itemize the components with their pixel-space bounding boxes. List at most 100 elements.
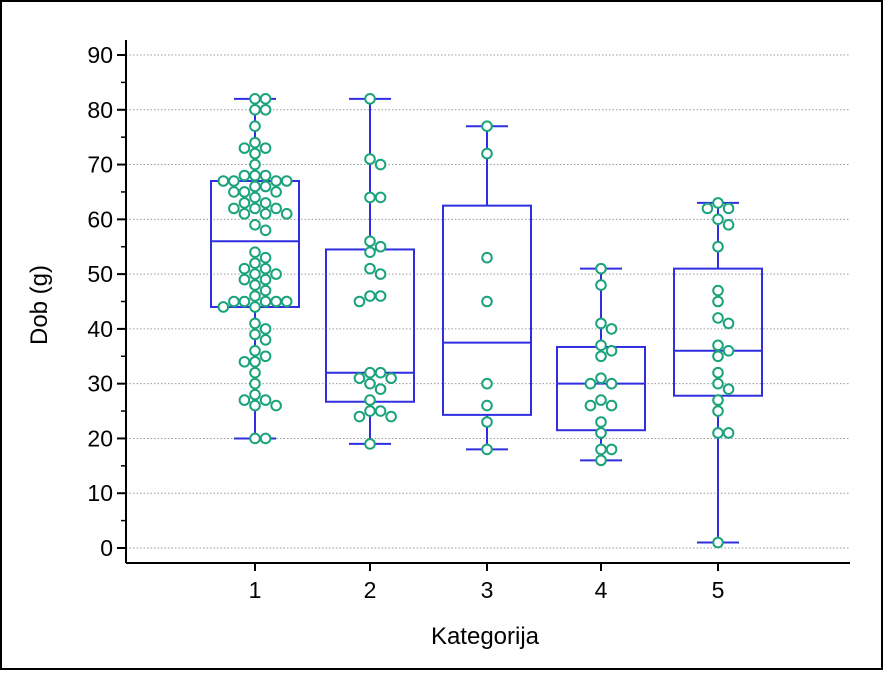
data-point	[481, 377, 493, 390]
data-point	[249, 377, 261, 390]
data-point	[270, 202, 282, 215]
x-tick-label-5: 5	[712, 577, 725, 603]
data-point	[249, 268, 261, 280]
data-point	[374, 158, 387, 171]
data-point	[238, 197, 251, 209]
data-point	[701, 202, 714, 215]
data-point	[364, 366, 376, 379]
data-point	[595, 416, 607, 428]
data-point	[374, 290, 387, 302]
y-tick-label-60: 60	[87, 206, 113, 232]
data-point	[249, 136, 261, 149]
data-point	[364, 93, 376, 105]
data-point	[228, 186, 240, 198]
data-point	[259, 103, 272, 116]
data-point	[605, 399, 618, 412]
data-point	[228, 175, 240, 187]
data-point	[259, 432, 272, 445]
box-iqr-3	[442, 204, 532, 416]
data-point	[712, 394, 724, 406]
data-point	[481, 120, 493, 133]
y-tick-label-10: 10	[87, 480, 113, 506]
data-point	[712, 339, 724, 352]
data-point	[364, 262, 376, 275]
data-point	[481, 295, 493, 308]
data-point	[364, 290, 376, 302]
data-point	[270, 175, 282, 187]
data-point	[364, 235, 376, 248]
data-point	[259, 197, 272, 209]
y-tick-label-30: 30	[87, 371, 113, 397]
data-point	[238, 295, 251, 308]
data-point	[712, 366, 724, 379]
data-point	[238, 273, 251, 286]
data-point	[249, 355, 261, 368]
data-point	[238, 186, 251, 198]
data-point	[217, 175, 230, 187]
points-4	[584, 262, 618, 467]
data-point	[364, 191, 376, 204]
data-point	[238, 208, 251, 220]
data-point	[595, 317, 607, 330]
data-point	[722, 317, 735, 330]
data-point	[270, 186, 282, 198]
data-point	[364, 377, 376, 390]
data-point	[238, 142, 251, 154]
data-point	[259, 224, 272, 237]
data-point	[595, 350, 607, 363]
data-point	[353, 410, 366, 423]
data-point	[605, 345, 618, 357]
y-tick-label-80: 80	[87, 97, 113, 123]
data-point	[259, 93, 272, 105]
data-point	[270, 295, 282, 308]
data-point	[259, 208, 272, 220]
data-point	[259, 251, 272, 264]
data-point	[364, 246, 376, 258]
data-point	[249, 388, 261, 401]
data-point	[280, 295, 293, 308]
y-axis-label: Dob (g)	[26, 265, 53, 345]
data-point	[722, 345, 735, 357]
y-tick-label-0: 0	[100, 535, 113, 561]
data-point	[249, 180, 261, 193]
points-5	[701, 197, 735, 549]
data-point	[712, 536, 724, 549]
data-point	[722, 202, 735, 215]
data-point	[249, 301, 261, 313]
data-point	[259, 334, 272, 346]
data-point	[712, 377, 724, 390]
data-point	[584, 377, 597, 390]
data-point	[259, 394, 272, 406]
data-point	[481, 443, 493, 456]
data-point	[249, 93, 261, 105]
data-point	[259, 284, 272, 297]
data-point	[374, 405, 387, 417]
x-tick-label-4: 4	[595, 577, 608, 603]
data-point	[259, 323, 272, 335]
data-point	[374, 240, 387, 253]
x-tick-label-2: 2	[364, 577, 377, 603]
data-point	[259, 180, 272, 193]
data-point	[280, 175, 293, 187]
data-point	[481, 416, 493, 428]
data-point	[259, 273, 272, 286]
data-point	[712, 427, 724, 439]
data-point	[249, 202, 261, 215]
data-point	[722, 427, 735, 439]
points-3	[481, 120, 493, 456]
data-point	[374, 366, 387, 379]
data-point	[364, 394, 376, 406]
data-point	[249, 103, 261, 116]
data-point	[249, 317, 261, 330]
data-point	[353, 295, 366, 308]
data-point	[374, 191, 387, 204]
data-point	[249, 219, 261, 231]
data-point	[249, 158, 261, 171]
x-axis-label: Kategorija	[431, 623, 540, 650]
data-point	[249, 191, 261, 204]
data-point	[228, 295, 240, 308]
data-point	[280, 208, 293, 220]
